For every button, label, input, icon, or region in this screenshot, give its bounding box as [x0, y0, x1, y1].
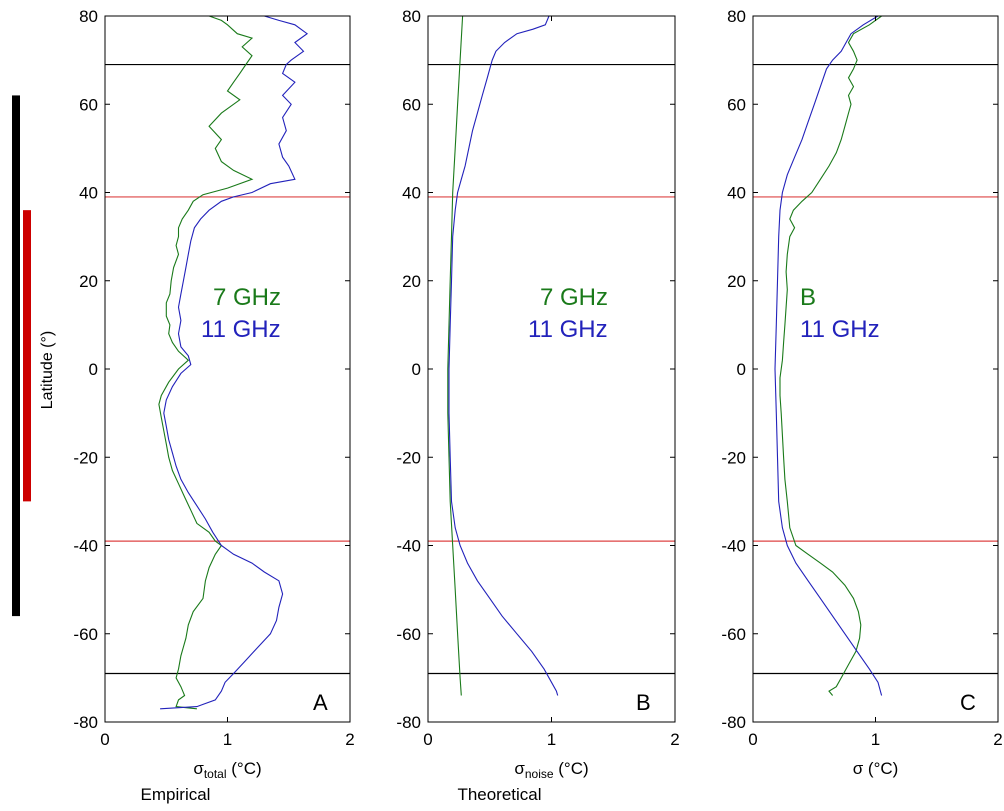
panel-a-x-axis-label: σtotal (°C) — [193, 759, 261, 781]
panel-b-series-label-2: 11 GHz — [528, 316, 608, 343]
y-tick-label: -60 — [396, 625, 421, 644]
x-tick-label: 0 — [423, 730, 432, 749]
y-tick-label: -80 — [73, 713, 98, 732]
y-tick-label: 60 — [79, 95, 98, 114]
y-tick-label: 80 — [79, 7, 98, 26]
x-tick-label: 2 — [993, 730, 1002, 749]
y-tick-label: -40 — [721, 537, 746, 556]
latitude-range-bars — [12, 95, 31, 617]
y-tick-label: -40 — [73, 537, 98, 556]
y-tick-label: -20 — [73, 448, 98, 467]
panel-a-caption: Empirical — [141, 785, 211, 804]
panel-b-frame — [427, 15, 676, 723]
panel-c-series-label-1: B — [800, 284, 816, 311]
y-tick-label: 20 — [402, 272, 421, 291]
y-tick-label: -20 — [396, 448, 421, 467]
y-tick-label: 40 — [79, 184, 98, 203]
panel-c-letter: C — [960, 690, 976, 715]
series-line-2 — [160, 15, 309, 710]
y-tick-label: 0 — [737, 360, 746, 379]
y-tick-label: 0 — [89, 360, 98, 379]
y-tick-label: 20 — [727, 272, 746, 291]
y-tick-label: 40 — [727, 184, 746, 203]
y-tick-label: -80 — [721, 713, 746, 732]
x-tick-label: 1 — [223, 730, 232, 749]
panel-b-letter: B — [636, 690, 651, 715]
y-tick-label: -80 — [396, 713, 421, 732]
y-tick-label: -60 — [721, 625, 746, 644]
panel-b-x-axis-label: σnoise (°C) — [514, 759, 588, 781]
latitude-range-bar-2 — [23, 210, 31, 502]
series-line-1 — [158, 15, 254, 710]
y-tick-label: 80 — [402, 7, 421, 26]
x-tick-label: 0 — [100, 730, 109, 749]
y-tick-label: 60 — [402, 95, 421, 114]
y-tick-label: -60 — [73, 625, 98, 644]
series-line-1 — [779, 15, 882, 696]
y-tick-label: -20 — [721, 448, 746, 467]
panel-c-x-axis-label: σ (°C) — [853, 759, 899, 778]
y-tick-label: 60 — [727, 95, 746, 114]
panel-a-letter: A — [313, 690, 328, 715]
panel-c-frame — [752, 15, 999, 723]
y-axis-label: Latitude (°) — [39, 331, 56, 409]
x-tick-label: 1 — [547, 730, 556, 749]
panel-b-series-label-1: 7 GHz — [540, 284, 608, 311]
y-tick-label: 20 — [79, 272, 98, 291]
panel-c-series-label-2: 11 GHz — [800, 316, 880, 343]
series-line-2 — [448, 15, 559, 696]
panel-b-caption: Theoretical — [457, 785, 541, 804]
panel-a-series-label-1: 7 GHz — [213, 284, 281, 311]
series-line-1 — [447, 15, 464, 696]
x-tick-label: 0 — [748, 730, 757, 749]
y-tick-label: 0 — [412, 360, 421, 379]
panel-a-series-label-2: 11 GHz — [201, 316, 281, 343]
y-tick-label: 40 — [402, 184, 421, 203]
y-tick-label: 80 — [727, 7, 746, 26]
x-tick-label: 1 — [871, 730, 880, 749]
panel-c: -80 -60 -40 -20 0 20 40 60 80 0 1 2 B 11 GHz C σ (°… — [721, 7, 1002, 778]
x-tick-label: 2 — [670, 730, 679, 749]
x-tick-label: 2 — [345, 730, 354, 749]
series-line-2 — [774, 15, 883, 696]
panel-a-frame — [104, 15, 351, 723]
y-tick-label: -40 — [396, 537, 421, 556]
latitude-range-bar-1 — [12, 95, 20, 617]
